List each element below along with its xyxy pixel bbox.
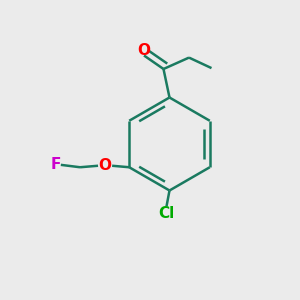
Text: Cl: Cl <box>158 206 175 220</box>
Text: O: O <box>98 158 111 173</box>
Text: O: O <box>137 43 151 58</box>
Text: F: F <box>50 157 61 172</box>
